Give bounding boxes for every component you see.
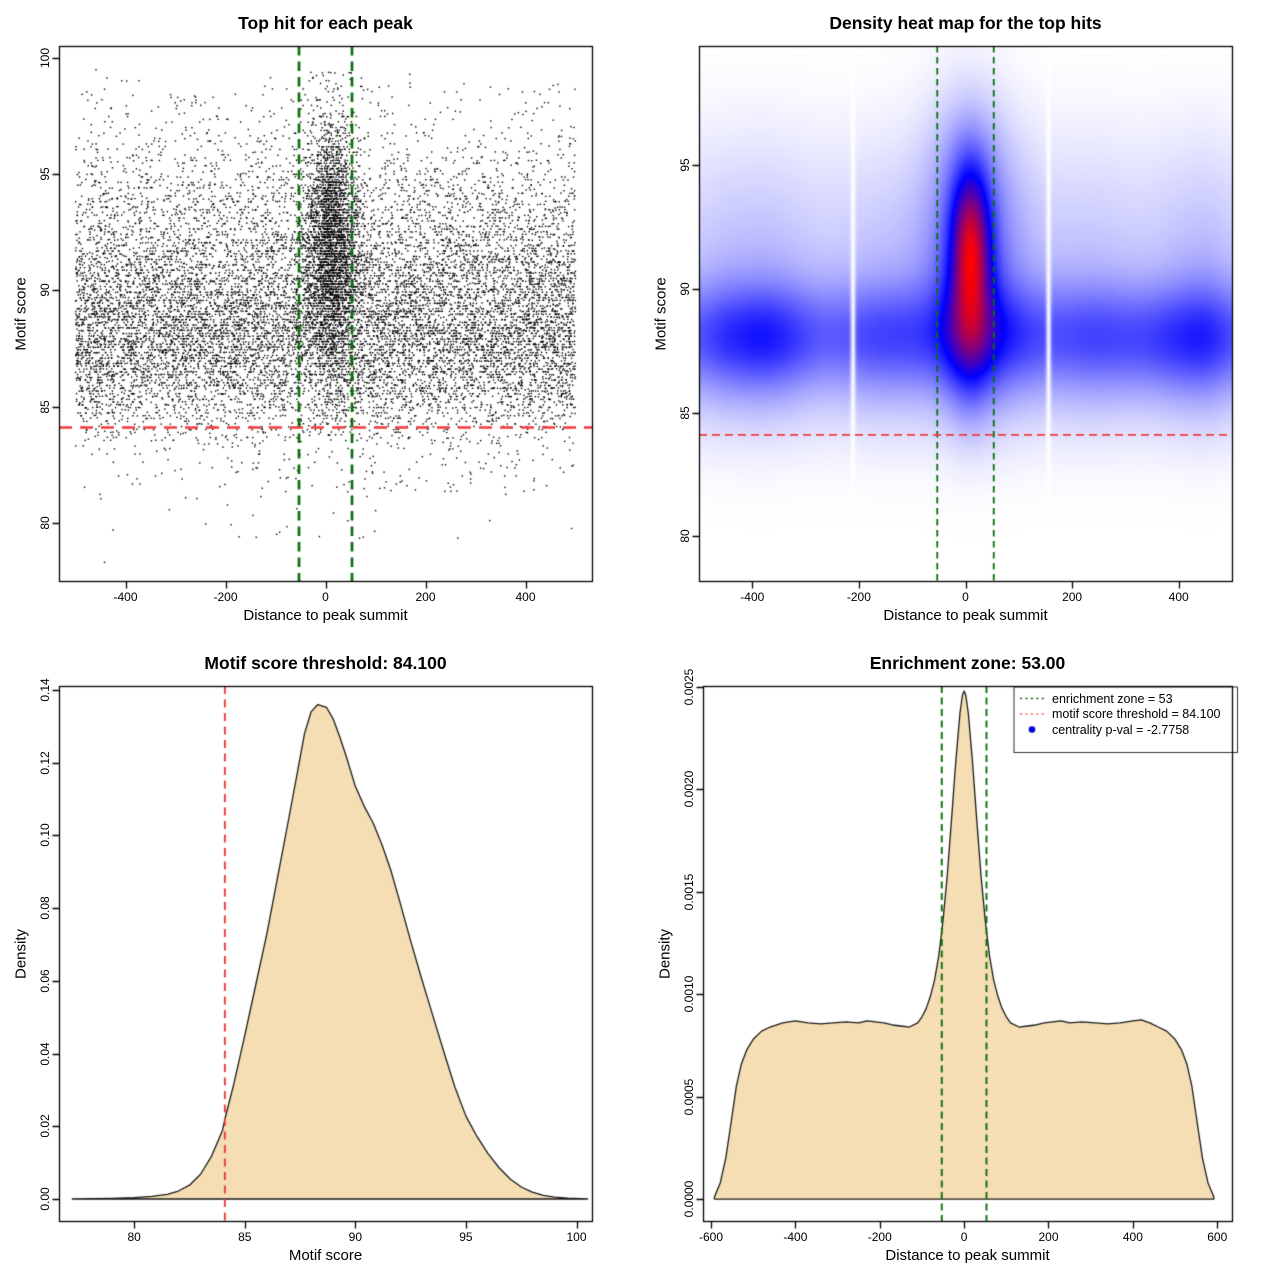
legend-item-centrality-pval: centrality p-val = -2.7758 [1052, 722, 1190, 737]
panel-title-scatter: Top hit for each peak [238, 13, 413, 33]
x-axis-label-zone: Distance to peak summit [885, 1247, 1050, 1264]
x-tick-label: 200 [1038, 1230, 1059, 1244]
x-tick-label: 400 [1168, 590, 1189, 604]
legend-item-enrichment-zone: enrichment zone = 53 [1052, 691, 1173, 706]
x-axis-label-heatmap: Distance to peak summit [883, 607, 1048, 624]
y-tick-label: 0.04 [38, 1041, 52, 1066]
x-tick-label: 200 [415, 590, 436, 604]
y-tick-label: 0.0015 [682, 873, 696, 911]
y-axis-label-scatter: Motif score [12, 276, 30, 351]
y-tick-label: 0.0020 [682, 771, 696, 808]
y-tick-label: 0.0005 [682, 1078, 696, 1116]
scatter-top-hits-canvas [0, 0, 640, 640]
y-tick-label: 0.12 [38, 751, 52, 775]
x-tick-label: -400 [740, 590, 765, 604]
x-tick-label: 90 [348, 1230, 363, 1244]
y-axis-label-heatmap: Motif score [652, 276, 670, 351]
x-axis-label-threshold: Motif score [288, 1247, 363, 1264]
density-heatmap-canvas [640, 0, 1280, 640]
y-tick-label: 80 [38, 516, 52, 530]
y-tick-label: 95 [38, 167, 52, 181]
x-tick-label: 85 [238, 1230, 252, 1244]
y-tick-label: 0.0000 [682, 1180, 696, 1218]
y-tick-label: 100 [38, 47, 52, 68]
x-tick-label: -200 [867, 1230, 892, 1244]
x-tick-label: -200 [846, 590, 871, 604]
panel-title-threshold: Motif score threshold: 84.100 [204, 653, 447, 673]
y-tick-label: 85 [38, 399, 52, 414]
x-tick-label: -600 [698, 1230, 724, 1244]
panel-title-heatmap: Density heat map for the top hits [829, 13, 1102, 33]
x-axis-label-scatter: Distance to peak summit [243, 607, 408, 624]
motif-score-density-canvas [0, 640, 640, 1280]
x-tick-label: 400 [1122, 1230, 1143, 1244]
y-tick-label: 90 [38, 283, 52, 297]
y-axis-label-zone: Density [656, 928, 674, 979]
x-tick-label: 95 [459, 1230, 473, 1244]
y-tick-label: 0.06 [38, 969, 52, 993]
y-axis-label-threshold: Density [12, 928, 30, 979]
x-tick-label: -200 [213, 590, 238, 604]
x-tick-label: 400 [515, 590, 536, 604]
x-tick-label: 0 [322, 590, 329, 604]
y-tick-label: 0.10 [38, 823, 52, 848]
y-tick-label: 0.0025 [682, 668, 696, 706]
x-tick-label: -400 [783, 1230, 808, 1244]
y-tick-label: 85 [678, 405, 692, 420]
legend-item-score-threshold: motif score threshold = 84.100 [1052, 707, 1221, 721]
x-tick-label: -400 [113, 590, 138, 604]
x-tick-label: 80 [127, 1230, 141, 1244]
x-tick-label: 0 [962, 590, 969, 604]
y-tick-label: 0.02 [38, 1114, 52, 1138]
distance-density-canvas [640, 640, 1280, 1280]
y-tick-label: 0.08 [38, 896, 52, 920]
x-tick-label: 600 [1207, 1230, 1228, 1244]
y-tick-label: 0.14 [38, 678, 52, 702]
y-tick-label: 90 [678, 282, 692, 296]
panel-title-zone: Enrichment zone: 53.00 [869, 653, 1066, 673]
x-tick-label: 100 [566, 1230, 587, 1244]
y-tick-label: 0.00 [38, 1187, 52, 1211]
x-tick-label: 200 [1062, 590, 1083, 604]
y-tick-label: 95 [678, 158, 692, 172]
y-tick-label: 80 [678, 529, 692, 544]
y-tick-label: 0.0010 [682, 975, 696, 1013]
x-tick-label: 0 [960, 1230, 968, 1244]
